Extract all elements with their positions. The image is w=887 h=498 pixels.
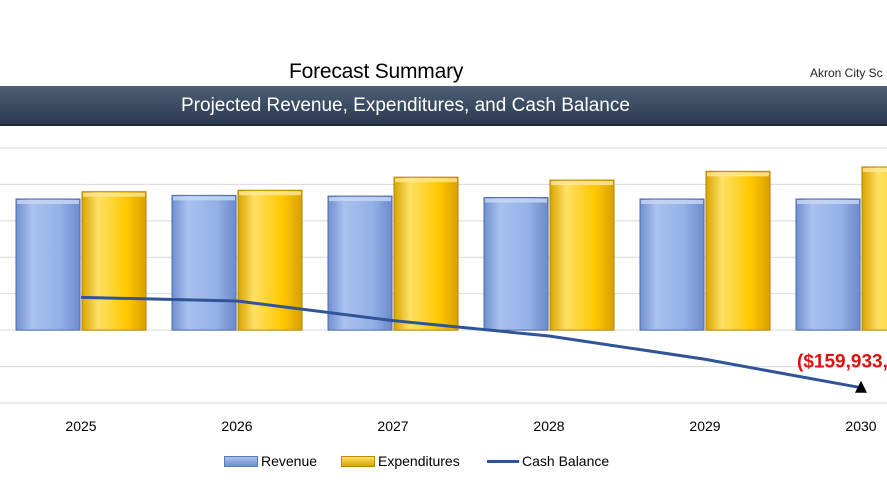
legend-swatch-revenue: [224, 455, 258, 467]
annotation-label-0: ($159,933,: [797, 352, 887, 373]
bar-revenue-2025: [15, 198, 81, 331]
legend: Revenue Expenditures Cash Balance: [0, 450, 887, 474]
bar-expenditures-2028: [549, 179, 615, 331]
bar-highlight-expenditures-2026: [239, 191, 301, 196]
x-tick-label-2026: 2026: [221, 418, 252, 434]
chart-title-banner: Projected Revenue, Expenditures, and Cas…: [0, 86, 887, 126]
bar-revenue-2030: [795, 198, 861, 331]
bar-highlight-expenditures-2028: [551, 181, 613, 186]
x-tick-label-2029: 2029: [689, 418, 720, 434]
bar-revenue-2027: [327, 195, 393, 331]
bar-highlight-expenditures-2030: [863, 167, 887, 172]
bar-highlight-revenue-2027: [329, 197, 391, 202]
bar-revenue-2026: [171, 194, 237, 331]
organization-name: Akron City Sc: [810, 66, 883, 80]
bar-expenditures-2025: [81, 191, 147, 331]
legend-label-revenue: Revenue: [261, 453, 318, 469]
line-cash-balance: [80, 295, 862, 390]
bar-highlight-revenue-2026: [173, 196, 235, 201]
x-tick-label-2025: 2025: [65, 418, 96, 434]
bars: [15, 166, 887, 331]
bar-revenue-2029: [639, 198, 705, 331]
bar-highlight-expenditures-2029: [707, 172, 769, 177]
page-title: Forecast Summary: [289, 60, 464, 83]
bar-expenditures-2029: [705, 170, 771, 331]
bar-highlight-revenue-2030: [797, 200, 859, 204]
bar-expenditures-2027: [393, 176, 459, 331]
annotations: ($159,933,: [797, 352, 887, 373]
legend-line-cash-balance: [487, 459, 519, 463]
bar-highlight-revenue-2025: [17, 200, 79, 204]
x-tick-label-2028: 2028: [533, 418, 564, 434]
x-tick-label-2030: 2030: [845, 418, 876, 434]
legend-item-expenditures: Expenditures: [341, 450, 460, 472]
bar-highlight-revenue-2028: [485, 198, 547, 203]
bar-highlight-expenditures-2025: [83, 192, 145, 197]
cash-balance-end-marker: [855, 380, 867, 393]
chart-subtitle: Projected Revenue, Expenditures, and Cas…: [181, 95, 630, 116]
bar-revenue-2028: [483, 197, 549, 331]
legend-item-revenue: Revenue: [224, 450, 317, 472]
cash-balance-line: [80, 295, 867, 393]
bar-expenditures-2030: [861, 166, 887, 331]
legend-label-expenditures: Expenditures: [378, 453, 460, 469]
legend-item-cash-balance: Cash Balance: [487, 450, 609, 472]
x-tick-label-2027: 2027: [377, 418, 408, 434]
bar-highlight-revenue-2029: [641, 200, 703, 204]
legend-swatch-expenditures: [341, 455, 375, 467]
x-axis-ticks: 2025 2026 2027 2028 2029 2030: [65, 418, 876, 434]
legend-label-cash-balance: Cash Balance: [522, 453, 610, 469]
bar-highlight-expenditures-2027: [395, 178, 457, 183]
forecast-chart: 2025 2026 2027 2028 2029 2030 ($159,933,: [0, 147, 887, 434]
